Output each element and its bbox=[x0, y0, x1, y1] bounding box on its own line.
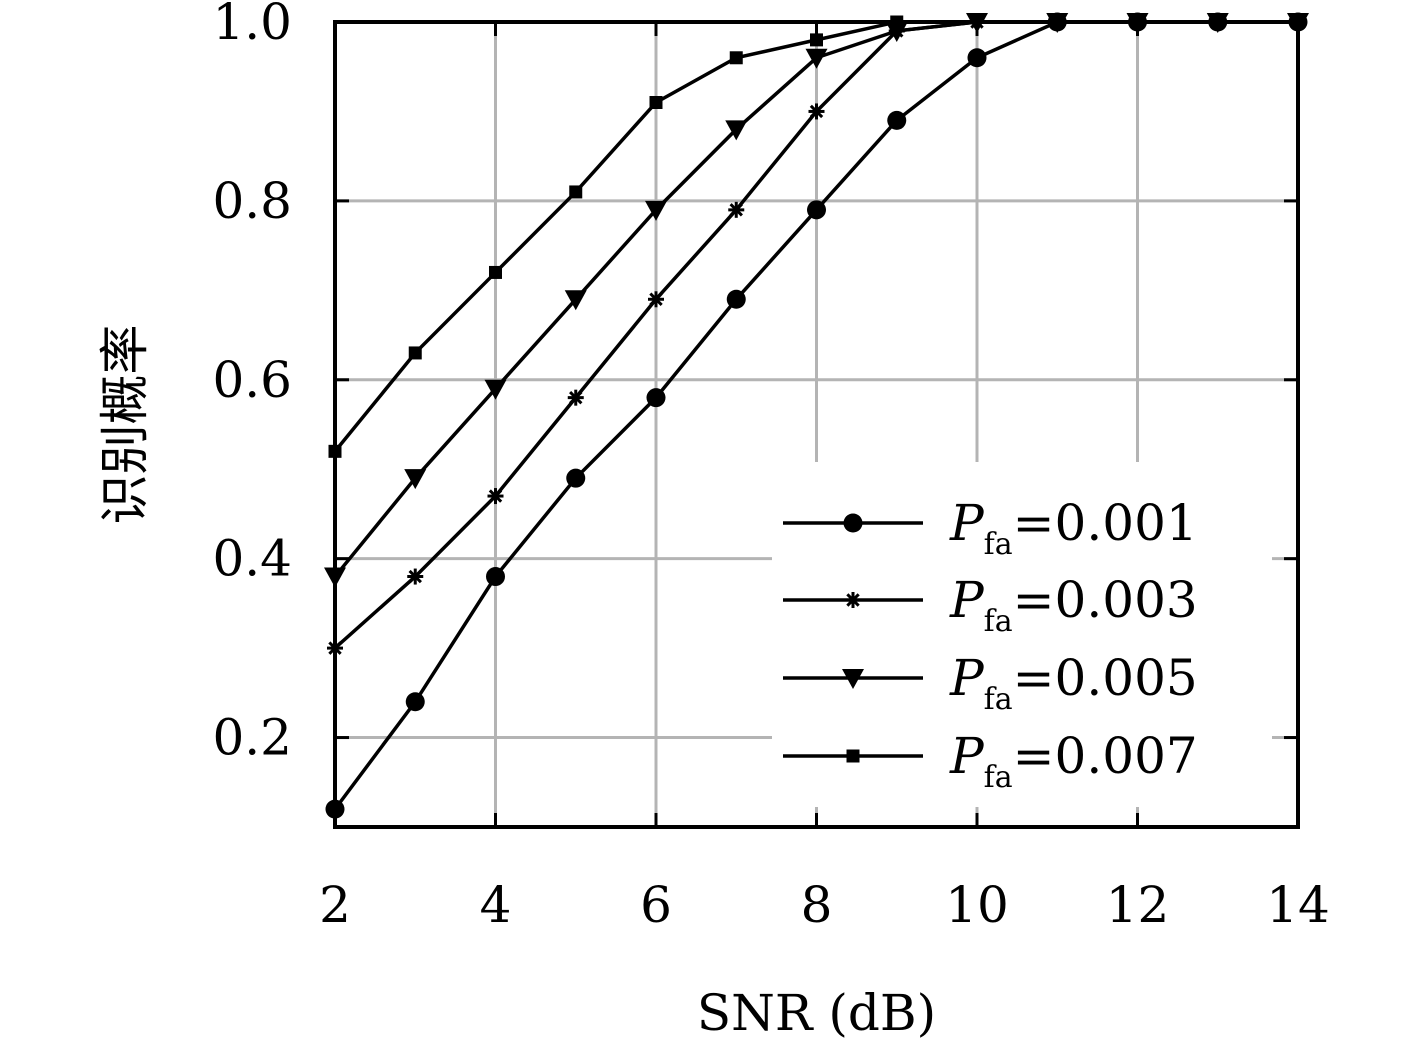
legend-label-3: Pfa=0.007 bbox=[949, 727, 1198, 795]
series-3-point-1 bbox=[408, 346, 422, 360]
series-2-point-3 bbox=[564, 290, 587, 311]
y-tick-labels: 0.2 0.4 0.6 0.8 1.0 bbox=[212, 0, 292, 767]
axis-ticks bbox=[333, 20, 1300, 827]
y-tick-label-2: 0.6 bbox=[212, 351, 292, 409]
legend-marker-0 bbox=[843, 513, 863, 533]
series-0-point-2 bbox=[486, 567, 505, 587]
legend: Pfa=0.001 Pfa=0.003 Pfa=0.005 Pfa=0.007 bbox=[783, 494, 1198, 795]
legend-item-2: Pfa=0.005 bbox=[783, 649, 1198, 717]
series-0-point-5 bbox=[726, 289, 746, 309]
x-tick-label-4: 10 bbox=[945, 876, 1009, 934]
legend-label-2: Pfa=0.005 bbox=[949, 649, 1198, 717]
y-tick-label-4: 1.0 bbox=[212, 0, 292, 51]
x-axis-label: SNR (dB) bbox=[697, 984, 936, 1042]
series-0-point-3 bbox=[566, 468, 586, 488]
series-0-point-4 bbox=[646, 388, 666, 408]
legend-marker-1 bbox=[845, 592, 861, 608]
legend-item-3: Pfa=0.007 bbox=[783, 727, 1198, 795]
series-2-point-5 bbox=[725, 120, 748, 141]
y-tick-label-1: 0.4 bbox=[212, 530, 292, 588]
series-1-point-4 bbox=[648, 291, 664, 308]
series-3-point-5 bbox=[729, 51, 743, 65]
series-3-point-4 bbox=[649, 96, 663, 109]
series-1-point-6 bbox=[808, 103, 825, 120]
x-tick-label-2: 6 bbox=[640, 876, 672, 934]
legend-item-1: Pfa=0.003 bbox=[783, 571, 1198, 639]
series-0-point-8 bbox=[967, 48, 987, 68]
legend-marker-2 bbox=[842, 669, 864, 689]
x-tick-label-0: 2 bbox=[319, 876, 351, 934]
x-tick-label-6: 14 bbox=[1266, 876, 1330, 934]
series-2-point-4 bbox=[645, 200, 667, 221]
y-tick-label-0: 0.2 bbox=[212, 709, 292, 767]
series-3-point-3 bbox=[569, 185, 583, 199]
legend-label-1: Pfa=0.003 bbox=[949, 571, 1198, 639]
series-1-point-5 bbox=[728, 201, 745, 218]
legend-marker-3 bbox=[846, 749, 860, 763]
series-3-point-6 bbox=[810, 33, 823, 47]
y-tick-label-3: 0.8 bbox=[212, 172, 292, 230]
series-0-point-6 bbox=[807, 200, 826, 220]
series-1-point-1 bbox=[407, 568, 424, 585]
series-line-3 bbox=[333, 20, 898, 453]
series-1-point-3 bbox=[567, 389, 584, 406]
series-0-point-1 bbox=[405, 692, 425, 712]
series-0-point-7 bbox=[887, 110, 907, 130]
x-tick-label-1: 4 bbox=[480, 876, 512, 934]
x-tick-labels: 2 4 6 8 10 12 14 bbox=[319, 876, 1330, 934]
series-2-point-6 bbox=[805, 48, 828, 69]
series-markers bbox=[324, 12, 1309, 819]
x-tick-label-3: 8 bbox=[801, 876, 833, 934]
x-tick-label-5: 12 bbox=[1106, 876, 1170, 934]
series-markers-3 bbox=[328, 15, 904, 458]
series-3-point-2 bbox=[489, 265, 502, 279]
series-2-point-2 bbox=[484, 379, 507, 400]
legend-item-0: Pfa=0.001 bbox=[783, 494, 1198, 562]
series-2-point-1 bbox=[404, 469, 427, 490]
legend-label-0: Pfa=0.001 bbox=[949, 494, 1198, 562]
y-axis-label: 识别概率 bbox=[96, 325, 154, 525]
series-1-point-2 bbox=[487, 488, 504, 505]
